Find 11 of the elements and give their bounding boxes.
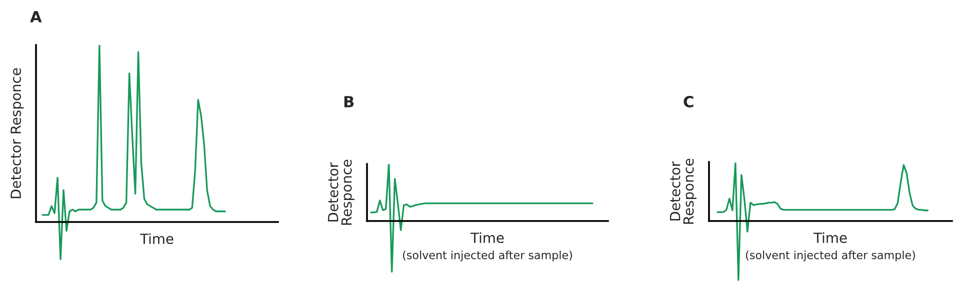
x-axis-title: Time [140, 233, 174, 244]
annotation: (solvent injected after sample) [746, 250, 915, 262]
y-axis-title: Detector Responce [10, 68, 24, 198]
chart-title: C [684, 96, 694, 108]
y-axis-title: Detector Responce [328, 160, 354, 225]
y-axis-title: Detector Responce [670, 158, 696, 224]
chart-title: B [344, 96, 354, 108]
x-axis-title: Time [470, 232, 504, 244]
annotation: (solvent injected after sample) [403, 250, 572, 262]
x-axis-title: Time [813, 232, 847, 244]
chart-title: A [30, 11, 42, 22]
